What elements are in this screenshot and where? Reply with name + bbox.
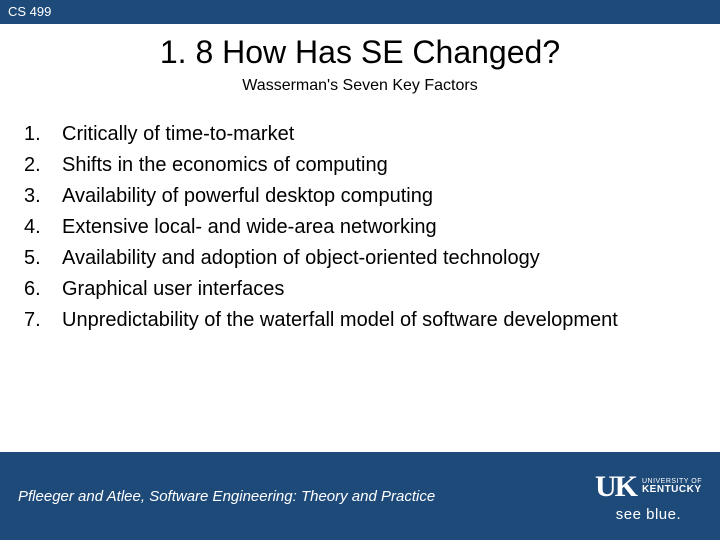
university-logo: UK UNIVERSITY OF KENTUCKY see blue. [595,470,702,523]
list-item: 2. Shifts in the economics of computing [24,152,690,179]
course-header-bar: CS 499 [0,0,720,24]
uk-logo-text: UNIVERSITY OF KENTUCKY [642,478,702,495]
factors-list: 1. Critically of time-to-market 2. Shift… [24,121,690,334]
tagline-text: see blue. [616,506,681,523]
list-text: Availability and adoption of object-orie… [62,245,690,272]
list-item: 6. Graphical user interfaces [24,276,690,303]
slide-content: 1. Critically of time-to-market 2. Shift… [0,121,720,334]
list-text: Critically of time-to-market [62,121,690,148]
list-text: Shifts in the economics of computing [62,152,690,179]
list-item: 4. Extensive local- and wide-area networ… [24,214,690,241]
citation-text: Pfleeger and Atlee, Software Engineering… [18,488,435,505]
uk-mark-icon: UK [595,470,636,504]
list-item: 3. Availability of powerful desktop comp… [24,183,690,210]
list-number: 1. [24,121,62,148]
list-number: 5. [24,245,62,272]
list-text: Availability of powerful desktop computi… [62,183,690,210]
list-number: 4. [24,214,62,241]
tagline: see blue. [616,506,681,523]
list-number: 3. [24,183,62,210]
list-number: 2. [24,152,62,179]
list-text: Extensive local- and wide-area networkin… [62,214,690,241]
slide-title: 1. 8 How Has SE Changed? [0,34,720,71]
logo-line-2: KENTUCKY [642,485,702,495]
list-item: 5. Availability and adoption of object-o… [24,245,690,272]
list-text: Unpredictability of the waterfall model … [62,307,690,334]
list-number: 7. [24,307,62,334]
list-number: 6. [24,276,62,303]
list-text: Graphical user interfaces [62,276,690,303]
uk-logo-lockup: UK UNIVERSITY OF KENTUCKY [595,470,702,504]
footer-bar: Pfleeger and Atlee, Software Engineering… [0,452,720,540]
list-item: 7. Unpredictability of the waterfall mod… [24,307,690,334]
list-item: 1. Critically of time-to-market [24,121,690,148]
course-code: CS 499 [8,4,51,19]
slide-subtitle: Wasserman's Seven Key Factors [0,77,720,95]
